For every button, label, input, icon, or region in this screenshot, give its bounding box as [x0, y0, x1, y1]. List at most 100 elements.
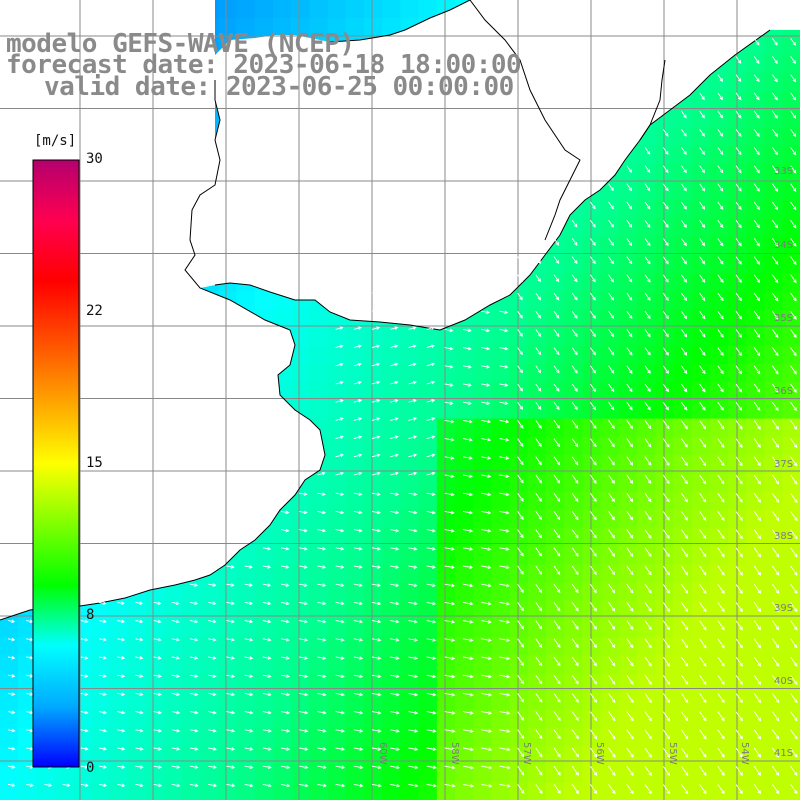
wind-cell [473, 309, 492, 329]
wind-cell [582, 673, 602, 693]
wind-cell [436, 546, 456, 565]
wind-cell [564, 600, 583, 620]
wind-cell [546, 436, 565, 456]
wind-cell [291, 327, 310, 347]
wind-cell [291, 709, 310, 729]
wind-cell [254, 582, 274, 602]
wind-cell [746, 509, 765, 529]
wind-cell [709, 254, 729, 274]
wind-cell [291, 655, 310, 674]
wind-cell [364, 364, 383, 383]
wind-cell [600, 436, 620, 456]
wind-cell [0, 673, 19, 693]
wind-cell [673, 273, 693, 292]
wind-cell [546, 546, 565, 565]
wind-cell [345, 582, 365, 602]
wind-cell [254, 0, 274, 19]
wind-cell [509, 709, 529, 729]
wind-cell [746, 382, 765, 401]
wind-cell [637, 673, 656, 693]
wind-cell [455, 600, 474, 620]
wind-cell [400, 364, 420, 383]
wind-cell [655, 655, 674, 674]
wind-cell [709, 200, 729, 219]
wind-cell [673, 491, 693, 511]
wind-cell [546, 709, 565, 729]
wind-cell [182, 582, 201, 602]
wind-cell [618, 345, 638, 365]
wind-cell [582, 382, 602, 401]
wind-cell [600, 637, 620, 656]
wind-cell [400, 509, 420, 529]
wind-cell [364, 618, 383, 638]
wind-cell [527, 527, 547, 547]
wind-cell [218, 709, 238, 729]
wind-cell [709, 509, 729, 529]
wind-cell [291, 491, 310, 511]
wind-cell [382, 418, 401, 438]
wind-cell [782, 691, 800, 711]
wind-cell [764, 273, 784, 292]
wind-cell [673, 364, 693, 383]
wind-cell [618, 618, 638, 638]
wind-cell [764, 72, 784, 92]
wind-cell [436, 400, 456, 420]
wind-cell [546, 345, 565, 365]
wind-cell [218, 18, 238, 37]
wind-cell [382, 527, 401, 547]
wind-cell [546, 637, 565, 656]
wind-cell [418, 527, 438, 547]
wind-cell [655, 637, 674, 656]
wind-cell [200, 673, 219, 693]
wind-cell [673, 109, 693, 128]
wind-cell [673, 127, 693, 147]
wind-cell [273, 637, 292, 656]
wind-cell [473, 691, 492, 711]
wind-cell [546, 691, 565, 711]
wind-cell [582, 200, 602, 219]
wind-cell [273, 691, 292, 711]
wind-cell [564, 637, 583, 656]
wind-cell [455, 655, 474, 674]
wind-cell [327, 436, 347, 456]
wind-cell [182, 637, 201, 656]
wind-cell [709, 546, 729, 565]
wind-cell [782, 327, 800, 347]
wind-cell [564, 546, 583, 565]
wind-cell [0, 709, 19, 729]
wind-cell [491, 382, 511, 401]
wind-cell [746, 291, 765, 310]
wind-cell [582, 491, 602, 511]
wind-cell [291, 382, 310, 401]
wind-cell [709, 491, 729, 511]
wind-cell [291, 691, 310, 711]
wind-cell [691, 600, 711, 620]
wind-cell [436, 327, 456, 347]
wind-cell [436, 491, 456, 511]
wind-cell [673, 455, 693, 474]
wind-cell [327, 18, 347, 37]
wind-cell [764, 618, 784, 638]
wind-cell [345, 455, 365, 474]
wind-cell [746, 109, 765, 128]
wind-cell [618, 691, 638, 711]
wind-cell [655, 309, 674, 329]
wind-cell [455, 709, 474, 729]
wind-cell [673, 145, 693, 165]
wind-cell [691, 145, 711, 165]
wind-cell [546, 527, 565, 547]
wind-cell [637, 509, 656, 529]
wind-cell [782, 54, 800, 74]
wind-cell [491, 600, 511, 620]
wind-cell [254, 600, 274, 620]
wind-cell [709, 291, 729, 310]
wind-cell [509, 618, 529, 638]
wind-cell [582, 637, 602, 656]
wind-cell [764, 600, 784, 620]
wind-cell [546, 327, 565, 347]
wind-cell [746, 236, 765, 256]
wind-cell [291, 600, 310, 620]
wind-cell [364, 18, 383, 37]
wind-cell [782, 600, 800, 620]
wind-cell [491, 618, 511, 638]
